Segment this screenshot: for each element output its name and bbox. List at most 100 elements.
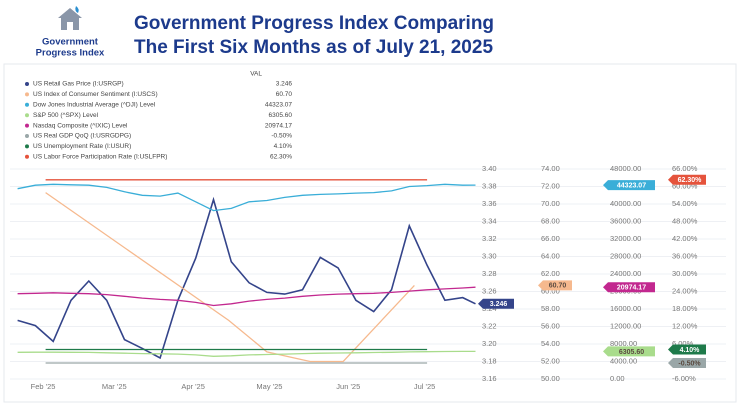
series-line — [17, 196, 476, 360]
y-tick-label: 68.00 — [541, 216, 560, 225]
logo-text: Progress Index — [36, 48, 105, 59]
legend-header: VAL — [250, 71, 262, 78]
y-tick-label: 12.00% — [672, 321, 698, 330]
y-tick-label: 60.00 — [541, 286, 560, 295]
title: Government Progress Index Comparing — [134, 13, 494, 34]
y-tick-label: 6.00% — [672, 339, 694, 348]
legend-value: 60.70 — [276, 91, 293, 98]
y-tick-label: 3.20 — [482, 339, 497, 348]
value-badge — [668, 357, 706, 368]
y-tick-label: 0.00 — [610, 374, 625, 383]
y-tick-label: 3.22 — [482, 321, 497, 330]
y-tick-label: 64.00 — [541, 251, 560, 260]
legend-swatch — [25, 123, 29, 128]
y-tick-label: 58.00 — [541, 304, 560, 313]
x-tick-label: Feb '25 — [31, 382, 56, 391]
legend-value: 20974.17 — [265, 122, 292, 129]
legend-label: US Unemployment Rate (I:USUR) — [33, 143, 131, 150]
legend-value: 44323.07 — [265, 102, 292, 109]
series-line — [45, 192, 415, 363]
value-badge-label: 44323.07 — [617, 182, 646, 189]
value-badge — [603, 180, 655, 191]
logo: Government Progress Index — [36, 6, 105, 59]
y-tick-label: 60.00% — [672, 181, 698, 190]
y-tick-label: 48.00% — [672, 216, 698, 225]
value-badge-label: 60.70 — [549, 283, 567, 290]
legend-swatch — [25, 82, 29, 86]
legend-value: 3.246 — [276, 81, 293, 88]
value-badge — [478, 298, 514, 309]
legend-label: S&P 500 (^SPX) Level — [33, 112, 99, 119]
chart-panel — [3, 63, 737, 403]
y-tick-label: 18.00% — [672, 304, 698, 313]
y-tick-label: 40000.00 — [610, 199, 641, 208]
y-tick-label: -6.00% — [672, 374, 696, 383]
value-badge — [668, 174, 706, 185]
x-tick-label: Mar '25 — [102, 382, 127, 391]
y-tick-label: 74.00 — [541, 164, 560, 173]
value-badge-label: 20974.17 — [617, 285, 646, 292]
y-tick-label: 3.40 — [482, 164, 497, 173]
logo-house — [58, 8, 82, 30]
y-tick-label: 56.00 — [541, 321, 560, 330]
y-tick-label: 54.00% — [672, 199, 698, 208]
value-badge-label: 6305.60 — [619, 349, 644, 356]
y-tick-label: 42.00% — [672, 234, 698, 243]
legend-swatch — [25, 134, 29, 138]
y-tick-label: 28000.00 — [610, 251, 641, 260]
y-tick-label: 24.00% — [672, 286, 698, 295]
y-tick-label: 16000.00 — [610, 304, 641, 313]
y-tick-label: 3.18 — [482, 356, 497, 365]
y-tick-label: 36000.00 — [610, 216, 641, 225]
y-tick-label: 3.36 — [482, 199, 497, 208]
logo-door — [67, 22, 73, 30]
value-badge — [538, 280, 572, 291]
y-tick-label: 24000.00 — [610, 269, 641, 278]
y-tick-label: 66.00 — [541, 234, 560, 243]
y-tick-label: 36.00% — [672, 251, 698, 260]
logo-leaf — [75, 6, 79, 13]
y-tick-label: 72.00 — [541, 181, 560, 190]
y-tick-label: 62.00 — [541, 269, 560, 278]
y-tick-label: 50.00 — [541, 374, 560, 383]
y-tick-label: 48000.00 — [610, 164, 641, 173]
y-tick-label: 3.28 — [482, 269, 497, 278]
value-badge-label: 62.30% — [678, 177, 703, 184]
logo-text: Government — [42, 37, 99, 48]
value-badge — [668, 344, 706, 355]
y-tick-label: 3.16 — [482, 374, 497, 383]
legend-label: Dow Jones Industrial Average (^DJI) Leve… — [33, 102, 156, 109]
y-tick-label: 70.00 — [541, 199, 560, 208]
y-tick-label: 3.30 — [482, 251, 497, 260]
value-badge-label: 4.10% — [680, 347, 701, 354]
legend-label: US Index of Consumer Sentiment (I:USCS) — [33, 91, 158, 98]
x-tick-label: Apr '25 — [181, 382, 205, 391]
y-tick-label: 52.00 — [541, 356, 560, 365]
series-line — [17, 350, 476, 357]
x-tick-label: May '25 — [256, 382, 282, 391]
value-badge-label: 3.246 — [490, 301, 508, 308]
y-tick-label: 30.00% — [672, 269, 698, 278]
legend-swatch — [25, 154, 29, 159]
series-line — [17, 286, 476, 307]
legend-label: US Retail Gas Price (I:USRGP) — [33, 81, 124, 88]
series-line — [17, 183, 476, 212]
value-badge — [603, 346, 655, 357]
value-badge — [603, 282, 655, 293]
y-tick-label: 8000.00 — [610, 339, 637, 348]
value-badge-label: -0.50% — [678, 360, 701, 367]
y-tick-label: 66.00% — [672, 164, 698, 173]
legend-swatch — [25, 92, 29, 97]
y-tick-label: 54.00 — [541, 339, 560, 348]
y-tick-label: 3.34 — [482, 216, 497, 225]
legend-label: Nasdaq Composite (^IXIC) Level — [33, 122, 128, 129]
y-tick-label: 3.38 — [482, 181, 497, 190]
legend-label: US Labor Force Participation Rate (I:USL… — [33, 154, 167, 161]
legend-value: 4.10% — [274, 143, 293, 150]
legend-value: -0.50% — [271, 133, 292, 140]
y-tick-label: 4000.00 — [610, 356, 637, 365]
y-tick-label: 32000.00 — [610, 234, 641, 243]
x-tick-label: Jul '25 — [414, 382, 435, 391]
y-tick-label: 12000.00 — [610, 321, 641, 330]
